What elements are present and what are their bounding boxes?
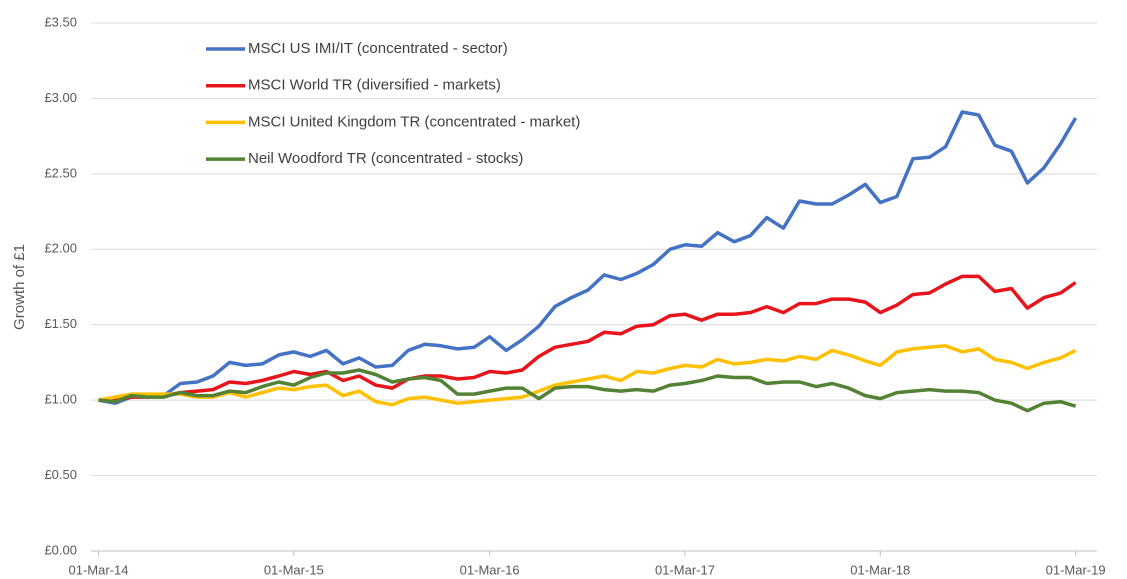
x-tick-label: 01-Mar-16 xyxy=(460,562,520,577)
y-tick-label: £1.50 xyxy=(44,316,77,331)
series-line xyxy=(98,344,1077,407)
series-line xyxy=(98,110,1078,405)
series-line xyxy=(98,368,1077,413)
x-tick-label: 01-Mar-17 xyxy=(655,562,715,577)
legend-label: MSCI World TR (diversified - markets) xyxy=(248,77,501,94)
series-line xyxy=(98,274,1077,402)
y-tick-label: £0.00 xyxy=(44,542,77,557)
x-tick-label: 01-Mar-15 xyxy=(264,562,324,577)
legend-label: MSCI US IMI/IT (concentrated - sector) xyxy=(248,40,508,57)
y-tick-label: £2.00 xyxy=(44,241,77,256)
y-tick-label: £2.50 xyxy=(44,165,77,180)
y-tick-label: £3.50 xyxy=(44,14,77,29)
legend-label: Neil Woodford TR (concentrated - stocks) xyxy=(248,150,523,167)
y-tick-label: £1.00 xyxy=(44,392,77,407)
x-tick-label: 01-Mar-14 xyxy=(69,562,129,577)
legend-label: MSCI United Kingdom TR (concentrated - m… xyxy=(248,113,580,130)
x-tick-label: 01-Mar-19 xyxy=(1046,562,1106,577)
x-tick-label: 01-Mar-18 xyxy=(850,562,910,577)
y-tick-label: £3.00 xyxy=(44,90,77,105)
y-axis-label: Growth of £1 xyxy=(11,244,28,330)
y-tick-label: £0.50 xyxy=(44,467,77,482)
